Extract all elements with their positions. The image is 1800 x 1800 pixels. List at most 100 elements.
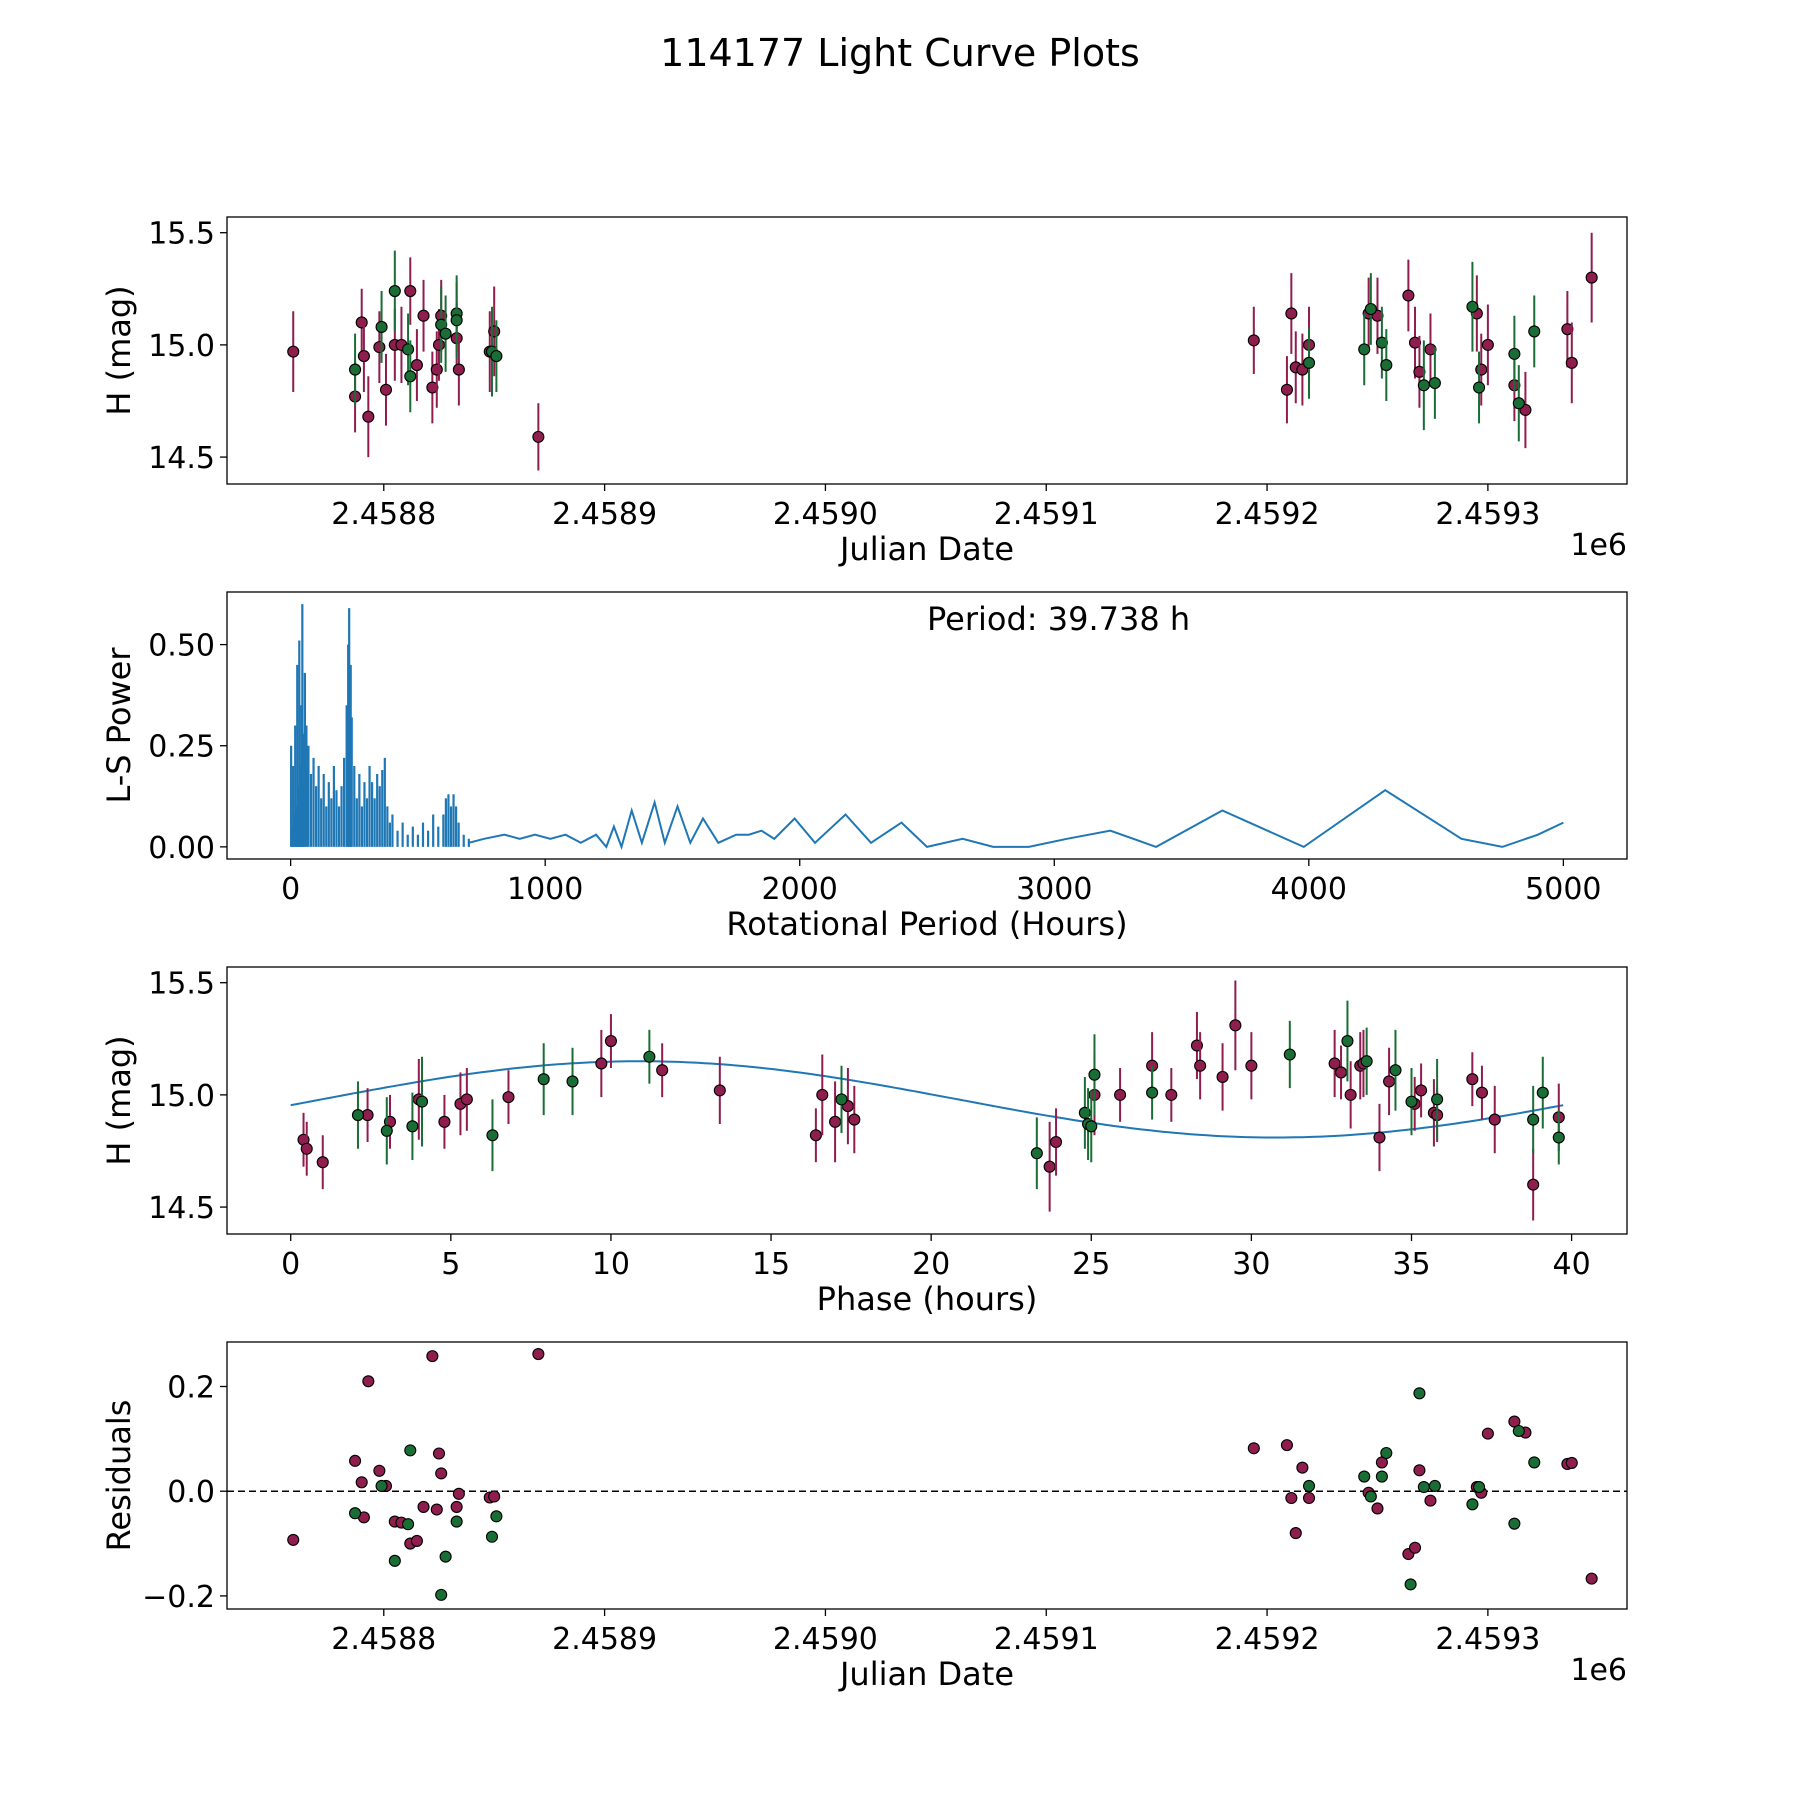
red-filter-point [1415,1084,1428,1097]
x-tick-label: 20 [912,1247,950,1282]
residuals-ylabel: Residuals [100,1400,138,1552]
green-filter-point [1375,1470,1388,1483]
green-filter-point [1283,1048,1296,1061]
green-filter-point [1466,300,1479,313]
red-filter-point [1561,323,1574,336]
red-filter-point [452,1487,465,1500]
red-filter-point [1402,289,1415,302]
x-tick-label: 4000 [1271,872,1347,907]
x-tick-label: 2.4590 [773,497,878,532]
red-filter-point [1285,1491,1298,1505]
periodogram-axes: 0 1000 2000 3000 4000 5000 0.00 0.25 0.50 [148,629,1601,907]
red-filter-point [349,1454,362,1467]
red-filter-point [1527,1178,1540,1191]
lightcurve-xlabel: Julian Date [838,530,1014,568]
red-filter-point [1488,1113,1501,1126]
y-tick-label: 15.0 [148,1079,215,1114]
green-filter-point [485,1530,499,1543]
green-filter-point [1508,347,1521,360]
green-filter-point [1528,1456,1541,1469]
x-tick-label: 25 [1072,1247,1110,1282]
red-filter-point [1280,383,1293,396]
green-filter-point [490,1510,503,1523]
red-filter-point [460,1093,473,1106]
periodogram-xlabel: Rotational Period (Hours) [726,905,1127,943]
green-filter-point [486,1129,499,1142]
green-filter-point [1413,1387,1426,1400]
red-filter-point [287,1533,300,1546]
x-tick-label: 15 [752,1247,790,1282]
green-filter-point [1364,302,1377,316]
residuals-xlabel: Julian Date [838,1655,1014,1693]
red-filter-point [1247,1442,1260,1455]
red-filter-point [1049,1135,1063,1149]
periodogram-line [468,788,1564,851]
green-filter-point [1030,1147,1043,1160]
green-filter-point [537,1073,550,1086]
red-filter-point [373,341,386,354]
green-filter-point [404,1444,417,1457]
green-filter-point [1528,325,1541,338]
red-filter-point [300,1142,313,1155]
red-filter-point [1334,1066,1348,1079]
red-filter-point [362,410,375,423]
red-filter-point [1481,1427,1494,1440]
green-filter-point [380,1124,393,1137]
green-filter-point [1466,1498,1479,1511]
x-tick-label: 2.4591 [994,497,1099,532]
green-filter-point [402,1518,415,1531]
red-filter-point [417,1500,430,1513]
green-filter-point [1512,1424,1525,1438]
x-tick-label: 10 [592,1247,630,1282]
x-tick-label: 0 [281,1247,300,1282]
red-filter-point [1383,1075,1396,1088]
lightcurve-axes: 2.4588 2.4589 2.4590 2.4591 2.4592 2.4593 14.5… [148,217,1540,532]
period-annotation: Period: 39.738 h [927,600,1190,638]
residuals-plot-area [227,1347,1627,1601]
green-filter-point [404,370,417,383]
red-filter-point [450,1500,463,1513]
red-filter-point [426,1350,439,1363]
x-tick-label: 0 [281,872,300,907]
red-filter-point [432,338,446,351]
residuals-axes: 2.4588 2.4589 2.4590 2.4591 2.4592 2.4593 −0.2… [142,1371,1540,1658]
x-tick-label: 2.4592 [1215,1622,1320,1657]
green-filter-point [1302,356,1316,369]
red-filter-point [438,1115,451,1128]
green-filter-point [1302,1479,1316,1493]
figure-title: 114177 Light Curve Plots [660,31,1140,75]
red-filter-point [488,325,501,338]
red-filter-point [1229,1019,1242,1032]
green-filter-point [1341,1034,1354,1048]
red-filter-point [435,1467,448,1480]
red-filter-point [1371,1502,1384,1515]
red-filter-point [1413,365,1426,378]
red-filter-point [430,1503,443,1516]
green-filter-point [1512,397,1525,410]
red-filter-point [1289,1527,1302,1540]
green-filter-point [1417,379,1430,392]
red-filter-point [848,1113,861,1126]
red-filter-point [1245,1059,1258,1072]
phased-axes: 0 5 10 15 20 25 30 35 40 14.5 15.0 15.5 [148,967,1590,1282]
green-filter-point [402,343,415,356]
red-filter-point [1565,1456,1578,1469]
red-filter-point [1165,1088,1178,1101]
red-filter-point [1296,1461,1309,1474]
y-tick-label: 0.00 [148,831,215,866]
y-tick-label: −0.2 [142,1580,215,1615]
lightcurve-frame [226,216,1628,485]
red-filter-point [357,350,370,363]
red-filter-point [432,1447,446,1460]
red-filter-point [809,1129,822,1142]
green-filter-point [1088,1068,1101,1081]
green-filter-point [1473,381,1486,394]
lightcurve-plot-area [287,232,1598,471]
x-tick-label: 2.4590 [773,1622,878,1657]
green-filter-point [1364,1490,1377,1503]
green-filter-point [439,327,452,340]
red-filter-point [426,381,439,394]
red-filter-point [404,284,417,298]
green-filter-point [1428,376,1441,390]
y-tick-label: 0.50 [148,629,215,664]
